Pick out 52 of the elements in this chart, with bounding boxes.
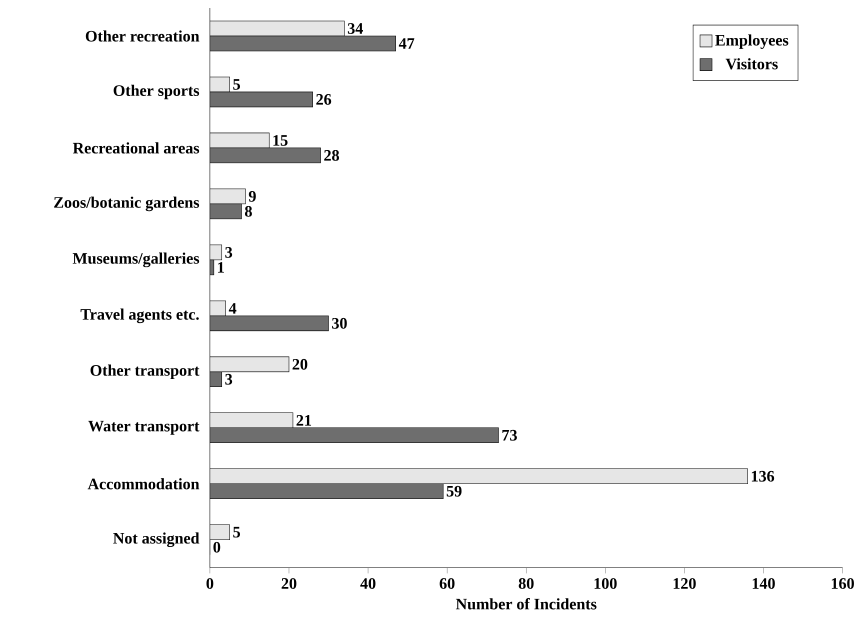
x-tick-label: 40 [360,578,376,590]
x-tick-label: 120 [674,578,696,590]
x-axis-title: Number of Incidents [456,598,596,610]
data-label: 34 [348,23,363,34]
data-label: 15 [273,135,288,146]
data-label: 26 [316,94,332,105]
bar [210,245,222,260]
data-label: 8 [244,206,252,217]
data-label: 3 [225,247,232,258]
x-tick-label: 140 [752,578,775,590]
bar [210,188,246,204]
data-label: 4 [228,303,236,314]
data-label: 47 [398,38,414,49]
bar [210,20,345,36]
y-tick-label: Zoos/botanic gardens [54,196,200,212]
x-tick-label: 0 [206,578,214,590]
y-tick-label: Other sports [114,84,200,100]
x-tick-label: 60 [440,578,455,590]
y-tick-label: Recreational areas [72,142,200,154]
bar [210,412,294,428]
bar [210,524,230,540]
y-tick-label: Museums/galleries [72,252,200,268]
y-tick-label: Travel agents etc. [80,308,199,324]
bar [210,132,270,148]
x-tick-label: 160 [832,578,854,590]
data-label: 3 [225,374,232,385]
y-tick-label: Water transport [88,420,200,435]
y-tick-label: Other recreation [86,30,200,42]
data-label: 1 [218,262,224,273]
data-label: 59 [446,486,462,497]
x-tick-label: 80 [518,578,534,590]
bar [210,76,230,92]
x-tick-label: 20 [282,578,296,590]
data-label: 5 [233,79,240,90]
data-label: 30 [332,318,347,329]
x-tick-label: 100 [594,578,617,590]
data-label: 9 [248,191,256,202]
data-label: 136 [752,471,774,482]
data-label: 20 [292,359,308,370]
data-label: 0 [213,542,220,553]
bar [210,468,748,484]
data-label: 21 [296,415,312,426]
legend-label: Employees [715,34,788,50]
data-label: 28 [324,150,340,161]
y-tick-label: Accommodation [88,478,200,490]
y-tick-label: Other transport [90,364,200,380]
bar [210,300,226,316]
legend-label: Visitors [726,58,778,70]
bar [210,356,290,372]
data-label: 5 [233,527,240,538]
y-tick-label: Not assigned [113,532,200,548]
data-label: 73 [502,430,517,441]
